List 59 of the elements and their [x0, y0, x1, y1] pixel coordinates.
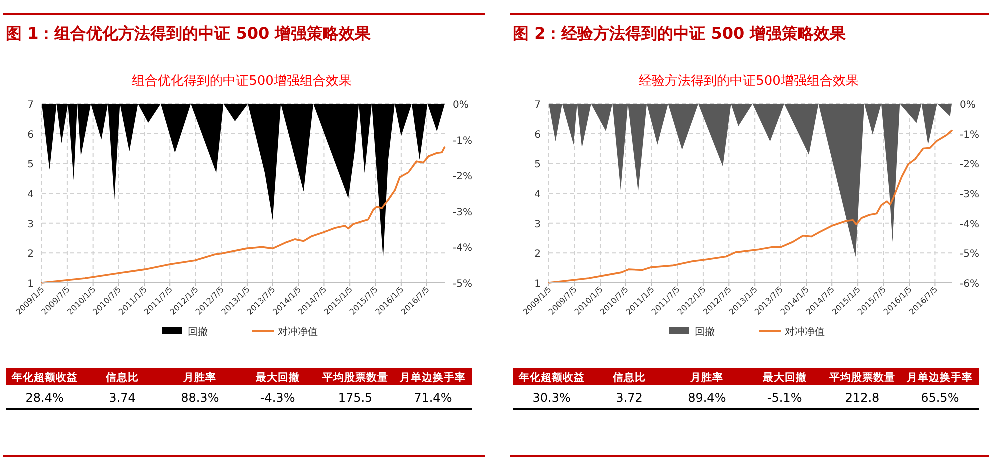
y-tick-label: 4 — [28, 190, 34, 200]
y2-tick-label: -2% — [453, 172, 472, 183]
chart-subtitle: 经验方法得到的中证500增强组合效果 — [639, 73, 859, 89]
category-label: 平均股票数量 — [828, 371, 896, 384]
text: -5.1% — [767, 391, 802, 405]
y-tick-label: 2 — [534, 249, 541, 260]
y-tick-label: 3 — [28, 219, 34, 230]
text: 30.3% — [532, 391, 571, 405]
y2-tick-label: -4% — [453, 243, 472, 254]
y2-tick-label: -5% — [960, 249, 980, 260]
y-tick-label: 2 — [28, 249, 34, 260]
legend-label: 对冲净值 — [278, 326, 318, 338]
y-tick-label: 4 — [534, 190, 541, 200]
text: 88.3% — [181, 391, 220, 405]
category-label: 年化超额收益 — [518, 371, 585, 384]
y-tick-label: 1 — [534, 279, 541, 290]
text: 71.4% — [414, 391, 452, 405]
y-tick-label: 6 — [534, 130, 541, 141]
y2-tick-label: -4% — [960, 219, 980, 230]
y2-tick-label: 0% — [960, 100, 976, 111]
y-tick-label: 5 — [28, 160, 34, 171]
category-label: 月胜率 — [182, 371, 217, 384]
y2-tick-label: -6% — [960, 279, 980, 290]
category-label: 最大回撤 — [762, 371, 807, 384]
y-tick-label: 1 — [28, 279, 34, 290]
text: 3.74 — [109, 391, 136, 405]
legend-label: 回撤 — [188, 326, 208, 338]
y-tick-label: 7 — [28, 100, 34, 111]
category-label: 月单边换手率 — [906, 371, 974, 384]
y-tick-label: 7 — [534, 100, 541, 111]
text: 175.5 — [338, 391, 373, 405]
y2-tick-label: -3% — [453, 207, 472, 218]
y-tick-label: 5 — [534, 160, 541, 171]
y2-tick-label: -5% — [453, 279, 472, 290]
category-label: 信息比 — [105, 371, 139, 384]
legend-label: 回撤 — [695, 326, 715, 338]
category-label: 信息比 — [612, 371, 646, 384]
y-tick-label: 3 — [534, 219, 541, 230]
legend-label: 对冲净值 — [785, 326, 825, 338]
y2-tick-label: 0% — [453, 100, 469, 111]
text: 65.5% — [921, 391, 960, 405]
y2-tick-label: -1% — [960, 130, 980, 141]
chart-title: 图 1：组合优化方法得到的中证 500 增强策略效果 — [6, 24, 372, 43]
category-label: 月单边换手率 — [399, 371, 466, 384]
text: 28.4% — [26, 391, 64, 405]
text: 212.8 — [845, 391, 880, 405]
y2-tick-label: -3% — [960, 190, 980, 200]
text: -4.3% — [260, 391, 296, 405]
category-label: 最大回撤 — [254, 371, 300, 384]
category-label: 月胜率 — [690, 371, 724, 384]
y2-tick-label: -2% — [960, 160, 980, 171]
chart-title: 图 2：经验方法得到的中证 500 增强策略效果 — [513, 24, 848, 43]
chart-subtitle: 组合优化得到的中证500增强组合效果 — [132, 74, 352, 89]
category-label: 年化超额收益 — [10, 371, 78, 384]
text: 89.4% — [688, 391, 726, 405]
text: 3.72 — [616, 391, 643, 405]
y2-tick-label: -1% — [453, 136, 472, 147]
y-tick-label: 6 — [28, 130, 34, 141]
category-label: 平均股票数量 — [322, 371, 388, 384]
